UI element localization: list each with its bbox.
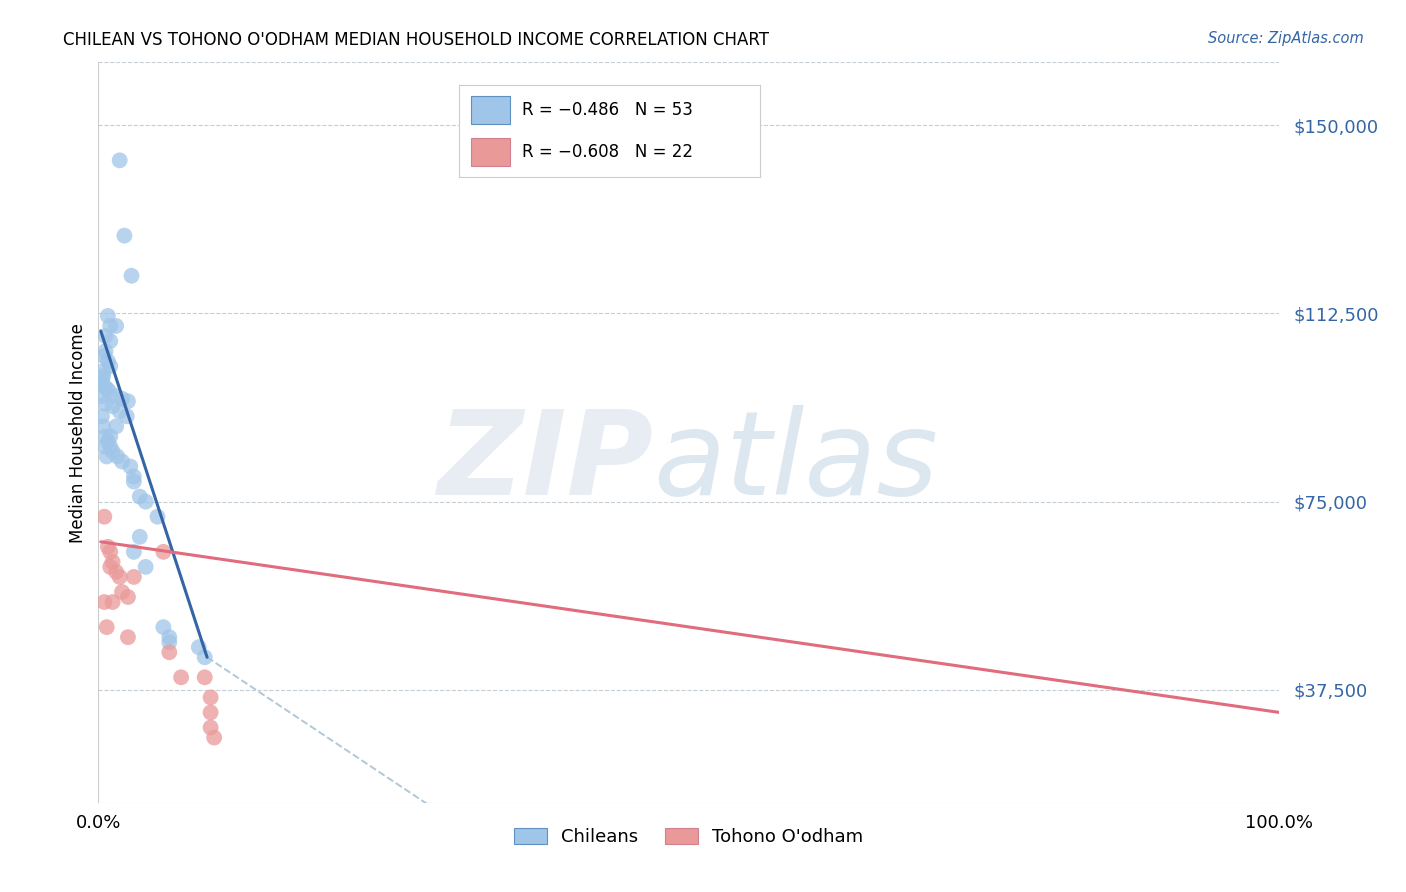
Point xyxy=(91,409,114,424)
Point xyxy=(170,670,193,684)
Text: Source: ZipAtlas.com: Source: ZipAtlas.com xyxy=(1208,31,1364,46)
Point xyxy=(105,318,128,333)
Point xyxy=(98,545,121,559)
Point xyxy=(101,595,124,609)
Point xyxy=(157,630,180,644)
Point xyxy=(94,429,117,443)
Point xyxy=(122,545,145,559)
Point xyxy=(96,382,118,396)
Point xyxy=(128,490,150,504)
Point xyxy=(122,570,145,584)
Point xyxy=(98,318,121,333)
Point xyxy=(157,635,180,649)
Point xyxy=(200,690,222,705)
Point xyxy=(98,334,121,348)
Point xyxy=(122,469,145,483)
Point xyxy=(152,620,174,634)
Text: atlas: atlas xyxy=(654,405,939,519)
Point xyxy=(93,439,115,453)
Point xyxy=(105,419,128,434)
Point xyxy=(187,640,209,655)
Text: CHILEAN VS TOHONO O'ODHAM MEDIAN HOUSEHOLD INCOME CORRELATION CHART: CHILEAN VS TOHONO O'ODHAM MEDIAN HOUSEHO… xyxy=(63,31,769,49)
Point xyxy=(98,384,121,399)
Point xyxy=(111,454,134,468)
Point xyxy=(152,545,174,559)
Point xyxy=(91,364,114,378)
Point xyxy=(101,555,124,569)
Point xyxy=(120,459,142,474)
Point xyxy=(98,560,121,574)
Point xyxy=(93,595,115,609)
Point xyxy=(202,731,225,745)
Point xyxy=(105,389,128,403)
Point xyxy=(101,444,124,458)
Point xyxy=(94,344,117,359)
Point xyxy=(200,706,222,720)
Point xyxy=(97,309,120,323)
Point xyxy=(135,494,157,508)
Point xyxy=(117,630,139,644)
Point xyxy=(96,450,118,464)
Point xyxy=(146,509,169,524)
Point xyxy=(91,419,114,434)
Point xyxy=(117,590,139,604)
Legend: Chileans, Tohono O'odham: Chileans, Tohono O'odham xyxy=(508,821,870,853)
Point xyxy=(91,372,114,386)
Point xyxy=(91,369,114,384)
Point xyxy=(111,585,134,599)
Point xyxy=(108,570,131,584)
Point xyxy=(122,475,145,489)
Point xyxy=(90,374,112,388)
Point xyxy=(93,349,115,363)
Point xyxy=(105,565,128,579)
Point xyxy=(91,389,114,403)
Y-axis label: Median Household Income: Median Household Income xyxy=(69,323,87,542)
Point xyxy=(108,153,131,168)
Point xyxy=(194,670,217,684)
Point xyxy=(112,228,135,243)
Point xyxy=(108,404,131,418)
Point xyxy=(97,434,120,449)
Point xyxy=(135,560,157,574)
Point xyxy=(97,354,120,368)
Point xyxy=(94,397,117,411)
Point xyxy=(194,650,217,665)
Point xyxy=(105,450,128,464)
Point xyxy=(128,530,150,544)
Point xyxy=(96,620,118,634)
Point xyxy=(157,645,180,659)
Point xyxy=(98,439,121,453)
Point xyxy=(117,394,139,409)
Point xyxy=(98,429,121,443)
Point xyxy=(115,409,138,424)
Point xyxy=(200,721,222,735)
Point xyxy=(111,392,134,406)
Point xyxy=(97,540,120,554)
Point xyxy=(101,399,124,413)
Point xyxy=(98,359,121,373)
Point xyxy=(93,509,115,524)
Text: ZIP: ZIP xyxy=(437,405,654,520)
Point xyxy=(93,379,115,393)
Point xyxy=(94,329,117,343)
Point xyxy=(121,268,143,283)
